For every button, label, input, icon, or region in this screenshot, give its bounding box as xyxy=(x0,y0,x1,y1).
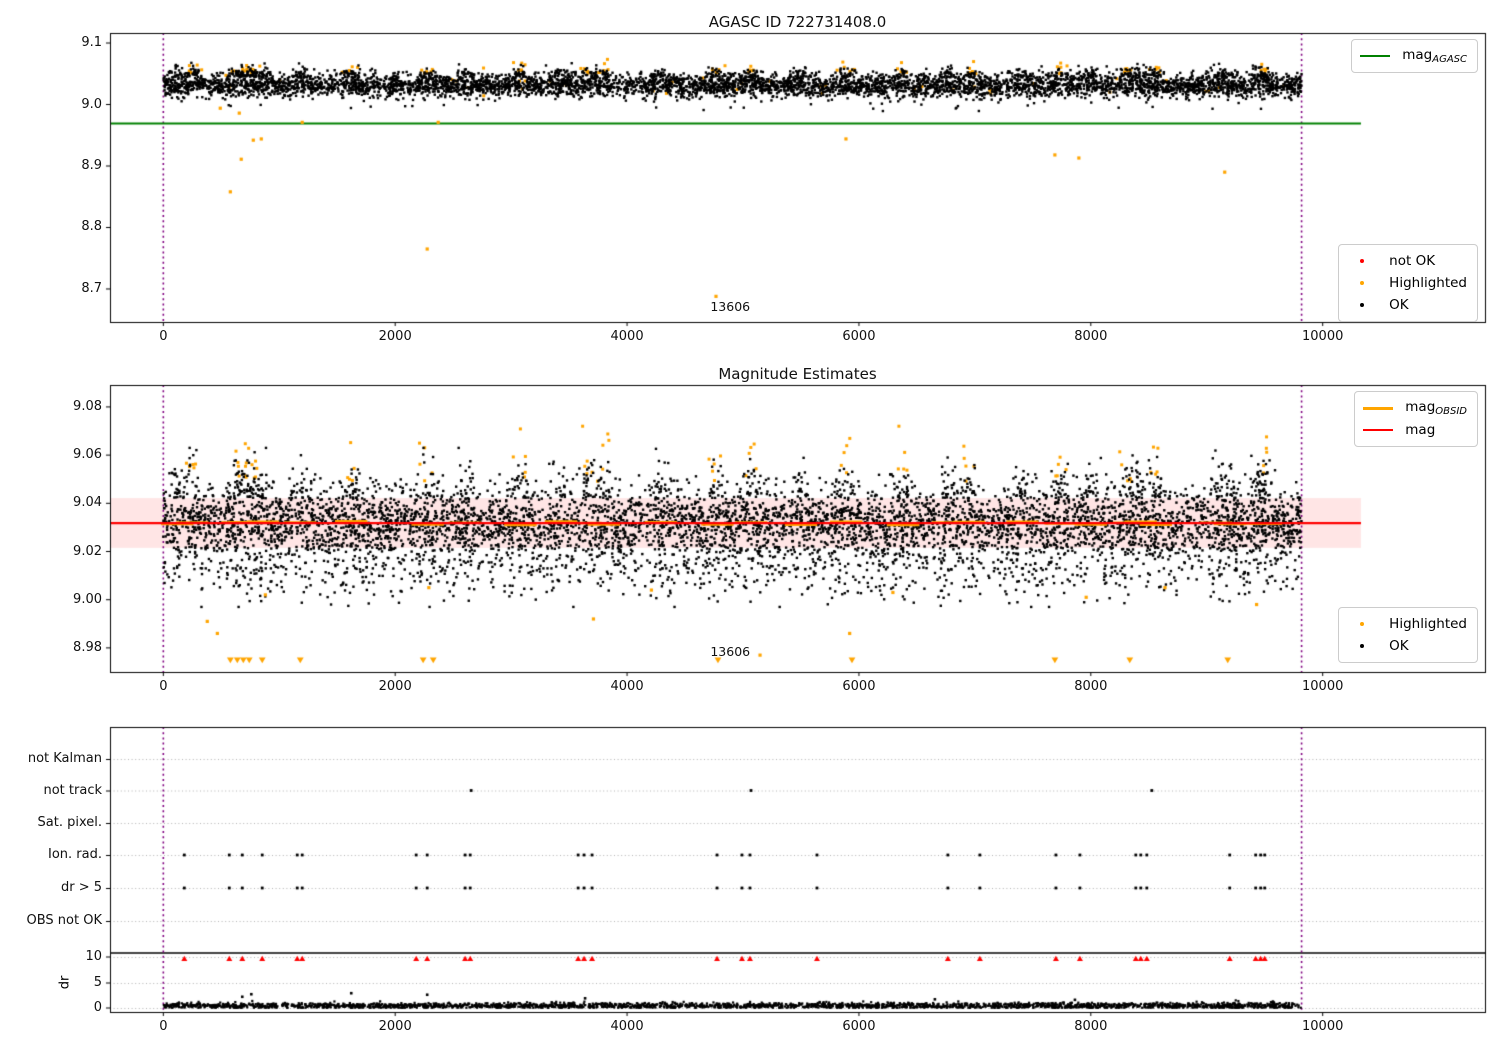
plot-agasc-title: AGASC ID 722731408.0 xyxy=(708,13,887,31)
plot-estimates-title: Magnitude Estimates xyxy=(718,365,877,383)
